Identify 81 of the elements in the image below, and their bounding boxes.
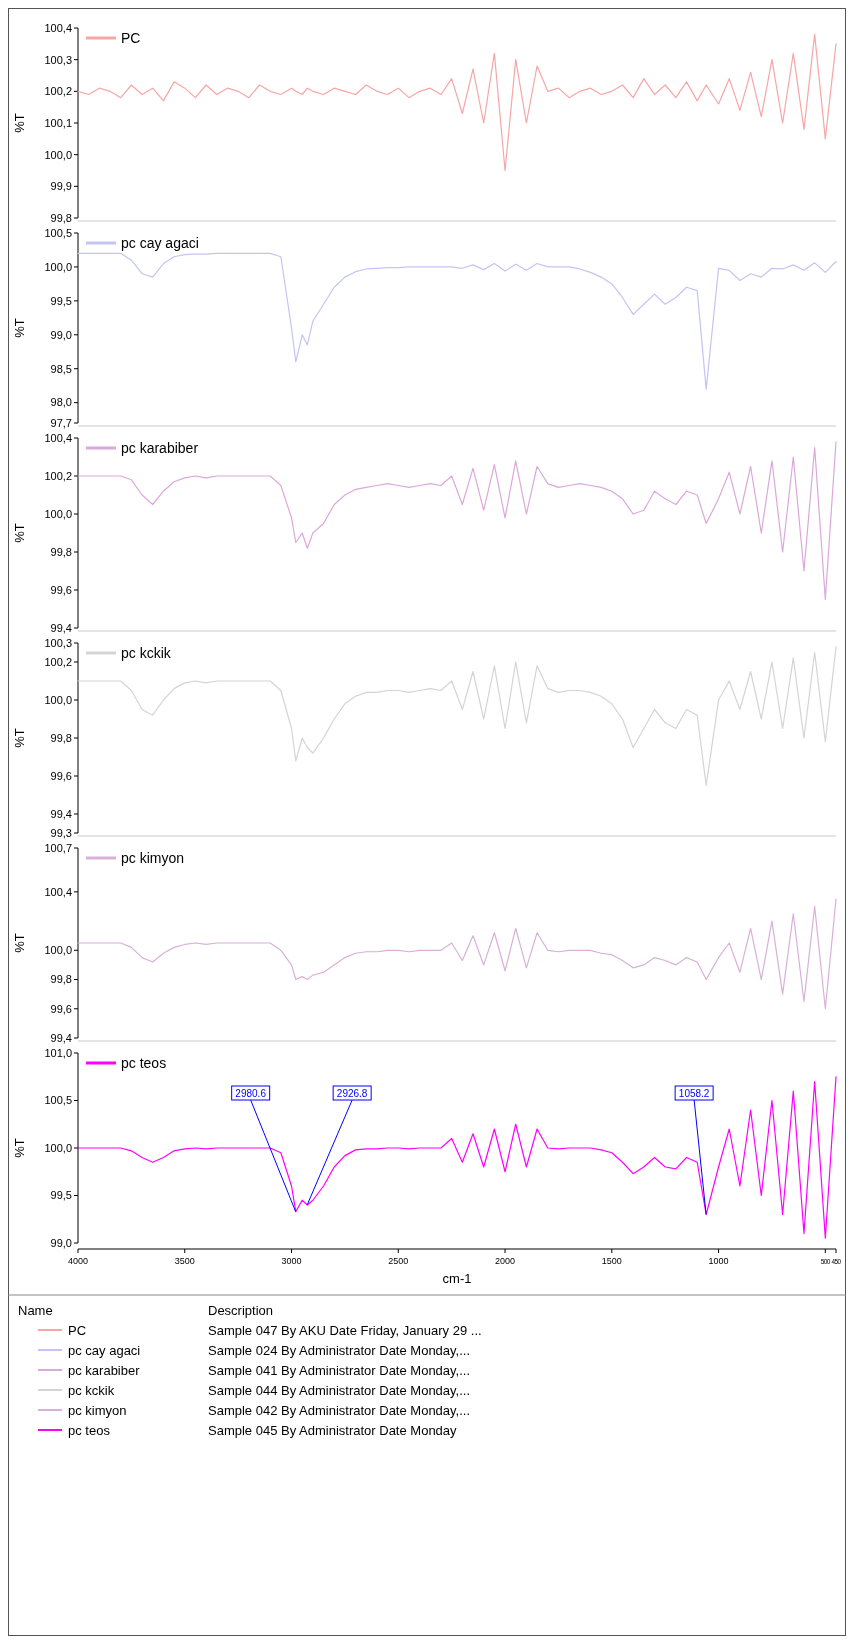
annotation: 1058.2	[678, 1087, 710, 1099]
text: Sample 044 By Administrator Date Monday,...	[208, 1383, 471, 1398]
y-tick-label: 99,8	[50, 731, 72, 744]
text: PC	[68, 1323, 87, 1338]
y-tick-label: 99,6	[50, 769, 72, 782]
text: Sample 024 By Administrator Date Monday,...	[208, 1343, 471, 1358]
y-tick-label: 100,4	[44, 21, 72, 34]
y-axis-title: %T	[12, 523, 27, 543]
text: pc teos	[68, 1423, 110, 1438]
legend-label: PC	[121, 29, 141, 46]
text: pc karabiber	[68, 1363, 140, 1378]
y-tick-label: 100,2	[44, 655, 72, 668]
y-tick-label: 99,0	[50, 328, 72, 341]
text: pc cay agaci	[68, 1343, 141, 1358]
y-tick-label: 101,0	[44, 1046, 72, 1059]
x-tick-label: 1500	[601, 1256, 622, 1266]
y-tick-label: 100,3	[44, 53, 72, 66]
y-tick-label: 100,0	[44, 1141, 72, 1154]
y-axis-title: %T	[12, 113, 27, 133]
y-tick-label: 99,3	[50, 826, 72, 839]
y-axis-title: %T	[12, 933, 27, 953]
y-tick-label: 100,0	[44, 148, 72, 161]
line-series	[77, 252, 837, 390]
legend-label: pc kckik	[121, 644, 172, 661]
y-tick-label: 100,3	[44, 636, 72, 649]
y-tick-label: 99,6	[50, 1002, 72, 1015]
line-series	[77, 1076, 837, 1239]
line-series	[77, 441, 837, 601]
y-tick-label: 99,8	[50, 973, 72, 986]
y-tick-label: 99,4	[50, 621, 72, 634]
y-tick-label: 100,0	[44, 260, 72, 273]
y-tick-label: 99,0	[50, 1236, 72, 1249]
annotation: 2926.8	[336, 1087, 368, 1099]
text: Sample 042 By Administrator Date Monday,...	[208, 1403, 471, 1418]
y-tick-label: 99,9	[50, 180, 72, 193]
x-tick-label: 2500	[388, 1256, 409, 1266]
x-tick-label: 4000	[67, 1256, 89, 1266]
x-tick-label: 2000	[495, 1256, 516, 1266]
y-tick-label: 100,7	[44, 841, 72, 854]
x-tick-label: 3000	[281, 1256, 302, 1266]
y-tick-label: 100,5	[44, 226, 72, 239]
y-axis-title: %T	[12, 318, 27, 338]
text: pc kckik	[68, 1383, 115, 1398]
line-series	[77, 898, 837, 1010]
legend-label: pc cay agaci	[121, 234, 199, 251]
annotation: 2980.6	[235, 1087, 267, 1099]
y-tick-label: 99,8	[50, 211, 72, 224]
y-tick-label: 99,4	[50, 1031, 72, 1044]
text: pc kimyon	[68, 1403, 127, 1418]
text: Description	[208, 1303, 274, 1318]
text: Name	[18, 1303, 53, 1318]
legend-label: pc kimyon	[121, 849, 185, 866]
text: Sample 045 By Administrator Date Monday	[208, 1423, 458, 1438]
y-tick-label: 99,6	[50, 583, 72, 596]
legend-label: pc teos	[121, 1054, 167, 1071]
y-axis-title: %T	[12, 728, 27, 748]
y-tick-label: 98,5	[50, 362, 72, 375]
y-tick-label: 100,4	[44, 431, 72, 444]
y-tick-label: 100,2	[44, 469, 72, 482]
y-tick-label: 98,0	[50, 396, 72, 409]
y-tick-label: 100,1	[44, 116, 72, 129]
y-tick-label: 100,0	[44, 693, 72, 706]
line-series	[77, 33, 837, 172]
y-tick-label: 100,2	[44, 85, 72, 98]
legend-label: pc karabiber	[121, 439, 199, 456]
x-tick-label: 3500	[174, 1256, 195, 1266]
y-tick-label: 99,5	[50, 294, 72, 307]
y-tick-label: 100,4	[44, 885, 72, 898]
y-tick-label: 99,4	[50, 807, 72, 820]
y-tick-label: 97,7	[50, 416, 72, 429]
y-tick-label: 100,0	[44, 944, 72, 957]
y-tick-label: 100,5	[44, 1094, 72, 1107]
text: Sample 047 By AKU Date Friday, January 29 ...	[208, 1323, 482, 1338]
line-series	[77, 646, 837, 787]
x-tick-label: 1000	[708, 1256, 729, 1266]
y-tick-label: 100,0	[44, 507, 72, 520]
y-axis-title: %T	[12, 1138, 27, 1158]
y-tick-label: 99,5	[50, 1189, 72, 1202]
text: Sample 041 By Administrator Date Monday,...	[208, 1363, 471, 1378]
x-axis-title: cm-1	[442, 1271, 472, 1286]
y-tick-label: 99,8	[50, 545, 72, 558]
